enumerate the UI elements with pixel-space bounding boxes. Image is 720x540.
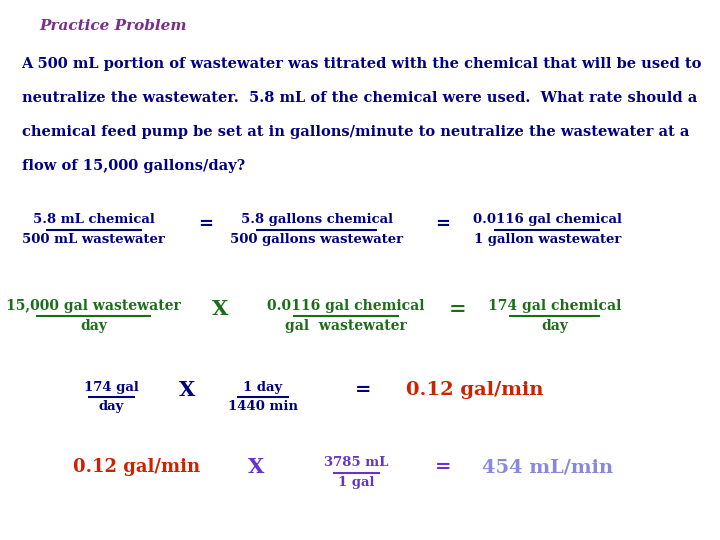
Text: =: = (435, 458, 451, 476)
Text: neutralize the wastewater.  5.8 mL of the chemical were used.  What rate should : neutralize the wastewater. 5.8 mL of the… (22, 91, 697, 105)
Text: day: day (80, 319, 107, 333)
Text: =: = (356, 381, 372, 400)
Text: X: X (212, 299, 228, 320)
Text: 500 mL wastewater: 500 mL wastewater (22, 233, 165, 246)
Text: 0.12 gal/min: 0.12 gal/min (407, 381, 544, 400)
Text: 5.8 gallons chemical: 5.8 gallons chemical (240, 213, 393, 226)
Text: 0.0116 gal chemical: 0.0116 gal chemical (473, 213, 621, 226)
Text: gal  wastewater: gal wastewater (284, 319, 407, 333)
Text: 1 day: 1 day (243, 381, 282, 394)
Text: 3785 mL: 3785 mL (324, 456, 389, 469)
Text: =: = (449, 299, 466, 320)
Text: A 500 mL portion of wastewater was titrated with the chemical that will be used : A 500 mL portion of wastewater was titra… (22, 57, 702, 71)
Text: 0.0116 gal chemical: 0.0116 gal chemical (267, 299, 424, 313)
Text: 5.8 mL chemical: 5.8 mL chemical (32, 213, 155, 226)
Text: 1440 min: 1440 min (228, 400, 298, 413)
Text: X: X (248, 457, 264, 477)
Text: =: = (198, 215, 212, 233)
Text: 0.12 gal/min: 0.12 gal/min (73, 458, 200, 476)
Text: day: day (541, 319, 568, 333)
Text: 15,000 gal wastewater: 15,000 gal wastewater (6, 299, 181, 313)
Text: 1 gallon wastewater: 1 gallon wastewater (474, 233, 621, 246)
Text: X: X (179, 380, 195, 401)
Text: chemical feed pump be set at in gallons/minute to neutralize the wastewater at a: chemical feed pump be set at in gallons/… (22, 125, 689, 139)
Text: 174 gal chemical: 174 gal chemical (487, 299, 621, 313)
Text: Practice Problem: Practice Problem (40, 19, 187, 33)
Text: 1 gal: 1 gal (338, 476, 374, 489)
Text: 174 gal: 174 gal (84, 381, 139, 394)
Text: day: day (99, 400, 125, 413)
Text: 500 gallons wastewater: 500 gallons wastewater (230, 233, 403, 246)
Text: =: = (436, 215, 450, 233)
Text: 454 mL/min: 454 mL/min (482, 458, 613, 476)
Text: flow of 15,000 gallons/day?: flow of 15,000 gallons/day? (22, 159, 245, 173)
